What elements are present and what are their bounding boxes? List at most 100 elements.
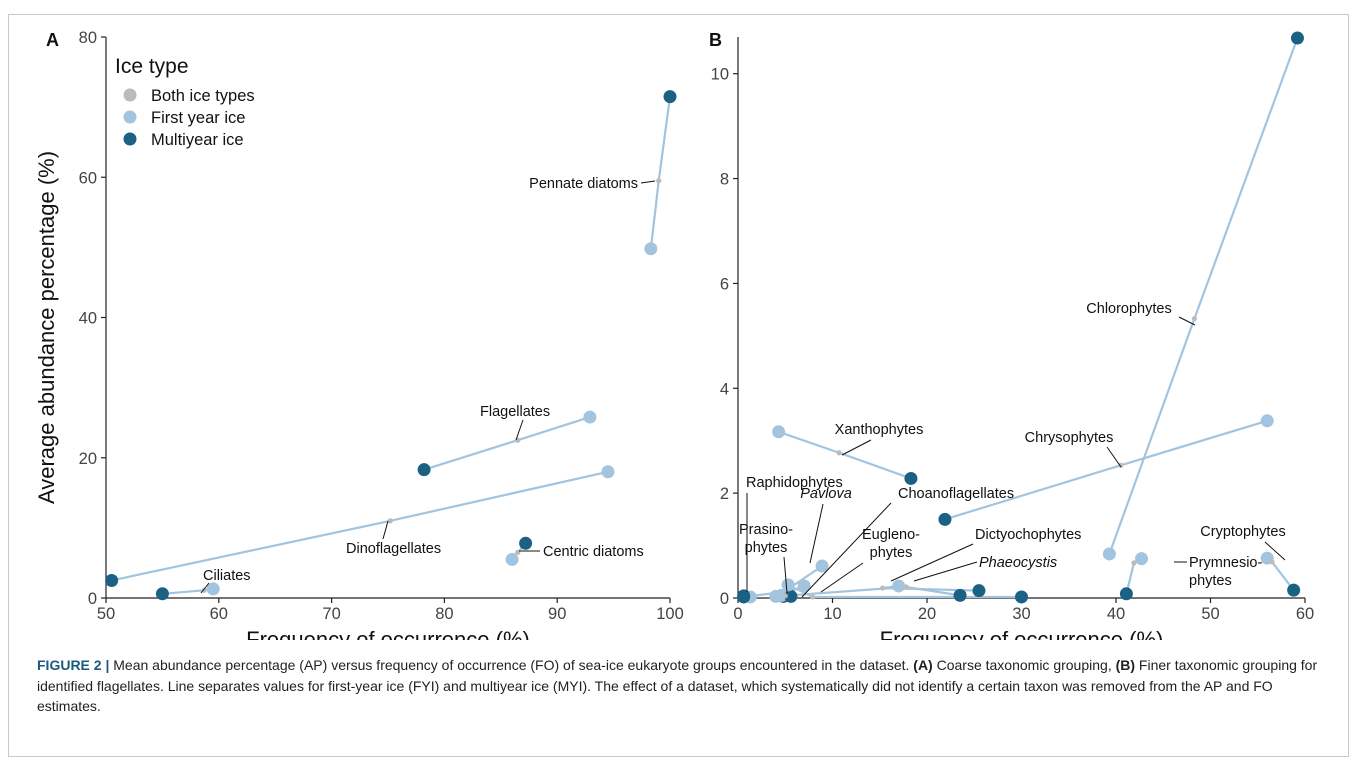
x-tick-label: 10 (823, 605, 841, 623)
y-tick-label: 0 (720, 590, 729, 608)
point-myi-cryptophytes (1287, 583, 1301, 597)
connector-line-xanthophytes (778, 430, 912, 480)
x-tick-label: 40 (1107, 605, 1125, 623)
point-myi-chrysophytes (938, 512, 952, 526)
group-label-chrysophytes: Chrysophytes (1025, 430, 1114, 446)
leader-line-cryptophytes (1264, 541, 1286, 561)
group-label-flagellates: Flagellates (480, 404, 550, 420)
x-tick-label: 30 (1012, 605, 1030, 623)
point-myi-eugleno-phytes (1015, 590, 1028, 604)
y-tick-label: 40 (79, 310, 97, 328)
x-tick-label: 50 (1201, 605, 1219, 623)
y-tick-label: 10 (711, 66, 729, 84)
y-tick-label: 80 (79, 29, 97, 47)
group-label-xanthophytes: Xanthophytes (835, 422, 924, 438)
legend-title: Ice type (115, 55, 189, 78)
leader-line-ciliates (200, 582, 210, 594)
x-tick-label: 70 (322, 605, 340, 623)
point-myi-prymnesio-phytes (1119, 587, 1133, 601)
point-fyi-pennate-diatoms (644, 242, 658, 256)
point-myi-centric-diatoms (519, 536, 533, 550)
point-both-prymnesio-phytes (1131, 560, 1137, 566)
legend-label-both-ice-types: Both ice types (151, 87, 255, 105)
point-both-dinoflagellates (387, 518, 393, 524)
group-label-choanoflagellates: Choanoflagellates (898, 486, 1014, 502)
x-tick-label: 60 (1296, 605, 1314, 623)
leader-line-dinoflagellates (382, 520, 389, 540)
x-tick-label: 0 (733, 605, 742, 623)
legend-swatch-multiyear-ice (123, 132, 137, 146)
panel-b: 0 10 20 30 40 50 60 0 2 4 6 8 10 Frequency of occurre… (709, 30, 1314, 640)
point-fyi-xanthophytes (772, 425, 786, 439)
point-myi-choanoflagellates (784, 589, 798, 603)
group-label-phaeocystis: Phaeocystis (979, 555, 1057, 571)
x-axis-title: Frequency of occurrence (%) (246, 627, 530, 640)
point-fyi-flagellates (583, 410, 597, 424)
x-tick-label: 90 (548, 605, 566, 623)
caption-lead: Mean abundance percentage (AP) versus fr… (109, 657, 914, 673)
caption-a-text: Coarse taxonomic grouping, (932, 657, 1116, 673)
x-tick-label: 80 (435, 605, 453, 623)
group-label-centric-diatoms: Centric diatoms (543, 544, 644, 560)
point-fyi-prasino-phytes (815, 559, 829, 573)
leader-line-chlorophytes (1178, 316, 1196, 326)
y-tick-label: 8 (720, 171, 729, 189)
point-myi-dictyochophytes (972, 584, 986, 598)
legend-swatch-first-year-ice (123, 110, 137, 124)
connector-line-flagellates (423, 416, 591, 471)
figure-frame: 50 60 70 80 90 100 0 20 40 60 80 Frequency of occur… (8, 14, 1349, 757)
legend-label-multiyear-ice: Multiyear ice (151, 131, 244, 149)
y-tick-label: 4 (720, 380, 729, 398)
connector-line-pennate-diatoms (649, 96, 672, 249)
y-tick-label: 0 (88, 590, 97, 608)
point-both-ciliates (201, 587, 207, 593)
point-both-pennate-diatoms (656, 178, 662, 184)
group-label-dictyochophytes: Dictyochophytes (975, 527, 1081, 543)
point-fyi-eugleno-phytes (781, 578, 795, 592)
point-myi-xanthophytes (904, 471, 918, 485)
group-label-dinoflagellates: Dinoflagellates (346, 541, 441, 557)
point-myi-dinoflagellates (105, 573, 119, 587)
group-label-eugleno-phytes: Eugleno-phytes (862, 527, 920, 561)
x-axis-title: Frequency of occurrence (%) (880, 627, 1164, 640)
point-fyi-dinoflagellates (601, 465, 615, 479)
leader-line-flagellates (515, 419, 524, 441)
point-fyi-chlorophytes (1102, 547, 1116, 561)
caption-figure-label: FIGURE 2 | (37, 657, 110, 673)
group-label-pavlova: Pavlova (800, 486, 852, 502)
point-myi-pennate-diatoms (663, 90, 677, 104)
point-both-choanoflagellates (782, 593, 788, 599)
leader-line-pennate-diatoms (640, 180, 656, 184)
point-fyi-centric-diatoms (505, 552, 519, 566)
y-tick-label: 6 (720, 275, 729, 293)
point-myi-flagellates (417, 463, 431, 477)
y-tick-label: 20 (79, 450, 97, 468)
point-fyi-dictyochophytes (892, 579, 906, 593)
group-label-pennate-diatoms: Pennate diatoms (529, 176, 638, 192)
point-both-dictyochophytes (879, 585, 886, 591)
point-both-chlorophytes (1191, 315, 1198, 322)
panel-letter: B (709, 30, 722, 50)
leader-line-eugleno-phytes (820, 562, 864, 593)
x-tick-label: 100 (656, 605, 684, 623)
group-label-raphidophytes: Raphidophytes (746, 475, 843, 491)
legend-swatch-both-ice-types (123, 88, 137, 102)
x-tick-label: 20 (918, 605, 936, 623)
group-label-prasino-phytes: Prasino-phytes (739, 522, 793, 556)
group-label-cryptophytes: Cryptophytes (1200, 524, 1285, 540)
leader-line-prasino-phytes (783, 556, 788, 594)
point-myi-phaeocystis (953, 588, 967, 602)
group-label-prymnesio-phytes: Prymnesio-phytes (1189, 555, 1262, 589)
y-tick-label: 60 (79, 169, 97, 187)
point-both-eugleno-phytes (810, 594, 816, 600)
leader-line-phaeocystis (913, 561, 978, 582)
leader-line-pavlova (809, 503, 824, 564)
point-fyi-prymnesio-phytes (1135, 552, 1149, 566)
point-myi-chlorophytes (1290, 31, 1304, 45)
y-tick-label: 2 (720, 485, 729, 503)
point-fyi-chrysophytes (1260, 414, 1274, 428)
connector-line-chlorophytes (1108, 37, 1299, 555)
caption-b-text: Finer taxonomic grouping for identified … (37, 657, 1318, 714)
panel-letter: A (46, 30, 59, 50)
